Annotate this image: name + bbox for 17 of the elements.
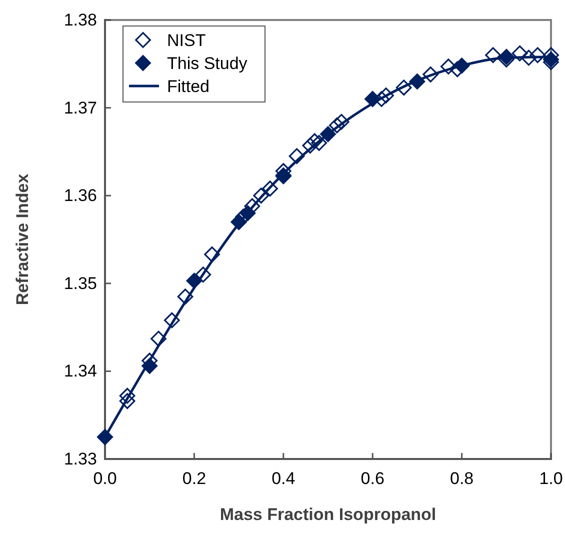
x-tick-label: 0.2	[182, 469, 206, 488]
x-tick-label: 0.6	[360, 469, 384, 488]
x-tick-label: 0.8	[450, 469, 474, 488]
x-tick-label: 0.0	[93, 469, 117, 488]
y-tick-label: 1.35	[64, 274, 97, 293]
x-tick-label: 0.4	[272, 469, 296, 488]
y-tick-label: 1.38	[64, 10, 97, 30]
y-axis-title: Refractive Index	[13, 173, 32, 306]
x-axis-title: Mass Fraction Isopropanol	[220, 505, 436, 524]
legend-label: NIST	[167, 31, 206, 50]
y-tick-label: 1.37	[64, 98, 97, 118]
y-tick-label: 1.34	[64, 362, 97, 381]
legend-label: This Study	[167, 54, 248, 73]
legend-label: Fitted	[167, 77, 210, 96]
y-tick-label: 1.36	[64, 186, 97, 206]
x-tick-label: 1.0	[539, 469, 563, 488]
y-tick-label: 1.33	[64, 449, 97, 468]
